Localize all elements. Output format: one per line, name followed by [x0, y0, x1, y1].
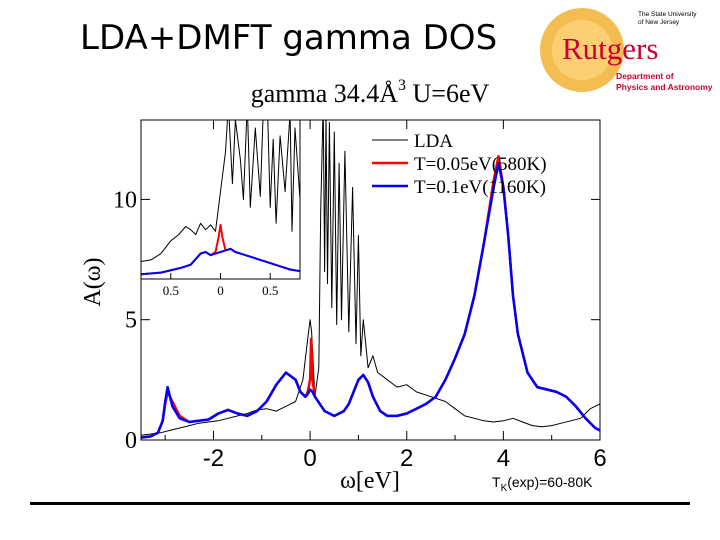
chart-title-tail: U=6eV: [406, 79, 489, 108]
logo-dept-line1: Department of: [616, 71, 674, 81]
legend-label-t-0-1ev-1160k: T=0.1eV(1160K): [414, 177, 546, 198]
inset-x-tick-label: 0: [217, 283, 224, 298]
bottom-rule: [30, 502, 690, 505]
chart-title-superscript: 3: [398, 77, 406, 94]
note-suffix: (exp)=60-80K: [507, 474, 593, 490]
inset-series-line-lda: [141, 120, 300, 262]
logo-sunburst-core: [552, 20, 612, 80]
series-line-t-0-1ev-1160k: [141, 162, 600, 439]
rutgers-logo: The State University of New Jersey Rutge…: [540, 8, 712, 92]
x-tick-label: 2: [400, 445, 413, 472]
series-line-lda: [141, 120, 600, 436]
logo-university-line1: The State University: [638, 11, 697, 18]
x-tick-label: 4: [497, 445, 510, 472]
y-axis-label: A(ω): [80, 257, 106, 306]
kondo-temperature-note: TK(exp)=60-80K: [492, 474, 592, 494]
logo-dept-line2: Physics and Astronomy: [616, 82, 712, 92]
logo-university-line2: of New Jersey: [638, 19, 680, 26]
y-tick-label: 5: [125, 308, 137, 334]
y-tick-label: 0: [125, 428, 137, 454]
chart-title: gamma 34.4Å3 U=6eV: [251, 77, 490, 108]
legend-label-t-0-05ev-580k: T=0.05eV(580K): [414, 154, 547, 175]
inset-x-tick-label: 0.5: [163, 283, 179, 298]
note-prefix: T: [492, 474, 501, 490]
legend-label-lda: LDA: [414, 131, 453, 152]
logo-name: Rutgers: [562, 31, 658, 66]
plot-frame: [140, 119, 601, 441]
x-tick-label: 0: [303, 445, 316, 472]
x-axis-label: ω[eV]: [340, 468, 400, 494]
x-tick-label: -2: [203, 445, 224, 472]
inset-series-line-t-0-1ev-1160k: [141, 247, 300, 276]
note-subscript: K: [500, 482, 508, 494]
inset-frame: [140, 119, 301, 280]
inset-x-tick-label: 0.5: [262, 283, 278, 298]
slide-title: LDA+DMFT gamma DOS: [80, 18, 498, 58]
x-tick-label: 6: [593, 445, 606, 472]
y-tick-label: 10: [113, 187, 137, 213]
